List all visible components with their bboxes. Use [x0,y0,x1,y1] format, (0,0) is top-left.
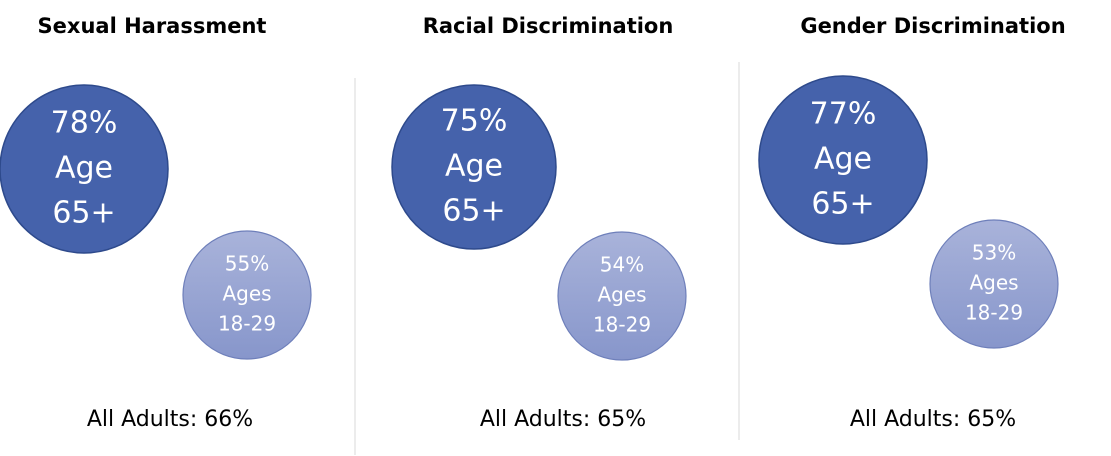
younger-label: 18-29 [593,313,651,337]
younger-label: Ages [597,283,646,307]
older-bubble [0,84,169,254]
older-label: Age [814,142,872,177]
panel-title: Gender Discrimination [800,14,1065,38]
all-adults-label: All Adults: 65% [850,407,1016,432]
younger-label: Ages [222,282,271,306]
younger-label: 54% [600,253,644,277]
older-label: Age [445,149,503,184]
older-label: 75% [441,104,508,139]
older-label: 78% [51,106,118,141]
all-adults-label: All Adults: 65% [480,407,646,432]
younger-label: 18-29 [218,312,276,336]
panel-title: Racial Discrimination [423,14,674,38]
older-label: 65+ [442,194,505,229]
older-label: 65+ [811,187,874,222]
older-label: Age [55,151,113,186]
younger-bubble [557,231,687,361]
younger-label: 53% [972,241,1016,265]
all-adults-label: All Adults: 66% [87,407,253,432]
older-bubble [758,75,928,245]
older-label: 77% [810,97,877,132]
younger-label: 18-29 [965,301,1023,325]
older-label: 65+ [52,196,115,231]
younger-label: 55% [225,252,269,276]
younger-bubble [182,230,312,360]
younger-label: Ages [969,271,1018,295]
older-bubble [391,84,557,250]
panel-title: Sexual Harassment [38,14,267,38]
younger-bubble [929,219,1059,349]
